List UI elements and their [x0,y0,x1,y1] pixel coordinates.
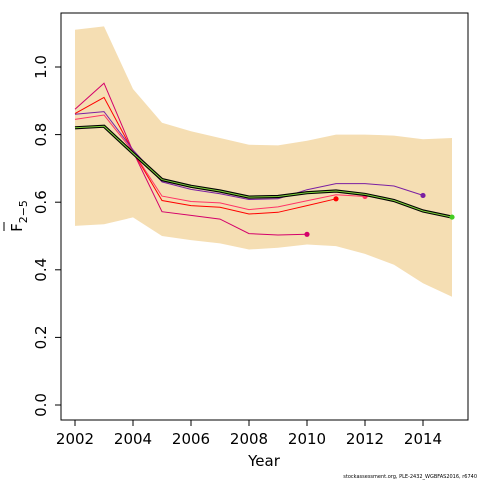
x-tick-label-2006: 2006 [172,430,210,448]
series-end-point-4 [420,192,426,199]
footnote: stockassessment.org, PLE-2432_WGBFAS2016… [343,474,477,480]
series-line-3 [74,114,366,211]
main-series-inner-line [74,125,453,218]
x-tick-label-2012: 2012 [346,430,384,448]
y-tick-label-4: 0.8 [32,123,50,147]
confidence-band-layer [75,26,452,297]
confidence-band [75,26,452,297]
series-line-4 [74,111,424,201]
series-end-point-2 [333,196,339,202]
x-axis: 2002 2004 2006 2008 2010 2012 2014 [56,419,442,448]
y-axis-title-main: F [8,223,26,232]
svg-text:F2−5: F2−5 [8,200,30,232]
y-tick-label-0: 0.0 [32,393,50,417]
series-layer [74,82,426,237]
series-end-point-1 [304,231,310,237]
y-tick-label-3: 0.6 [32,190,50,214]
y-axis: 0.0 0.2 0.4 0.6 0.8 1.0 [32,55,62,417]
y-axis-title-subscript: 2−5 [17,200,30,223]
main-series-layer [74,124,455,220]
x-tick-label-2002: 2002 [56,430,94,448]
main-series-end-point [449,214,455,220]
x-tick-label-2010: 2010 [288,430,326,448]
x-tick-label-2008: 2008 [230,430,268,448]
x-axis-title: Year [247,452,281,470]
x-tick-label-2004: 2004 [114,430,152,448]
y-tick-label-5: 1.0 [32,55,50,79]
y-axis-title: F2−5 [8,200,30,232]
series-line-1 [74,82,308,236]
x-tick-label-2014: 2014 [404,430,442,448]
y-tick-label-1: 0.2 [32,325,50,349]
y-tick-label-2: 0.4 [32,258,50,282]
series-line-2 [74,96,337,215]
